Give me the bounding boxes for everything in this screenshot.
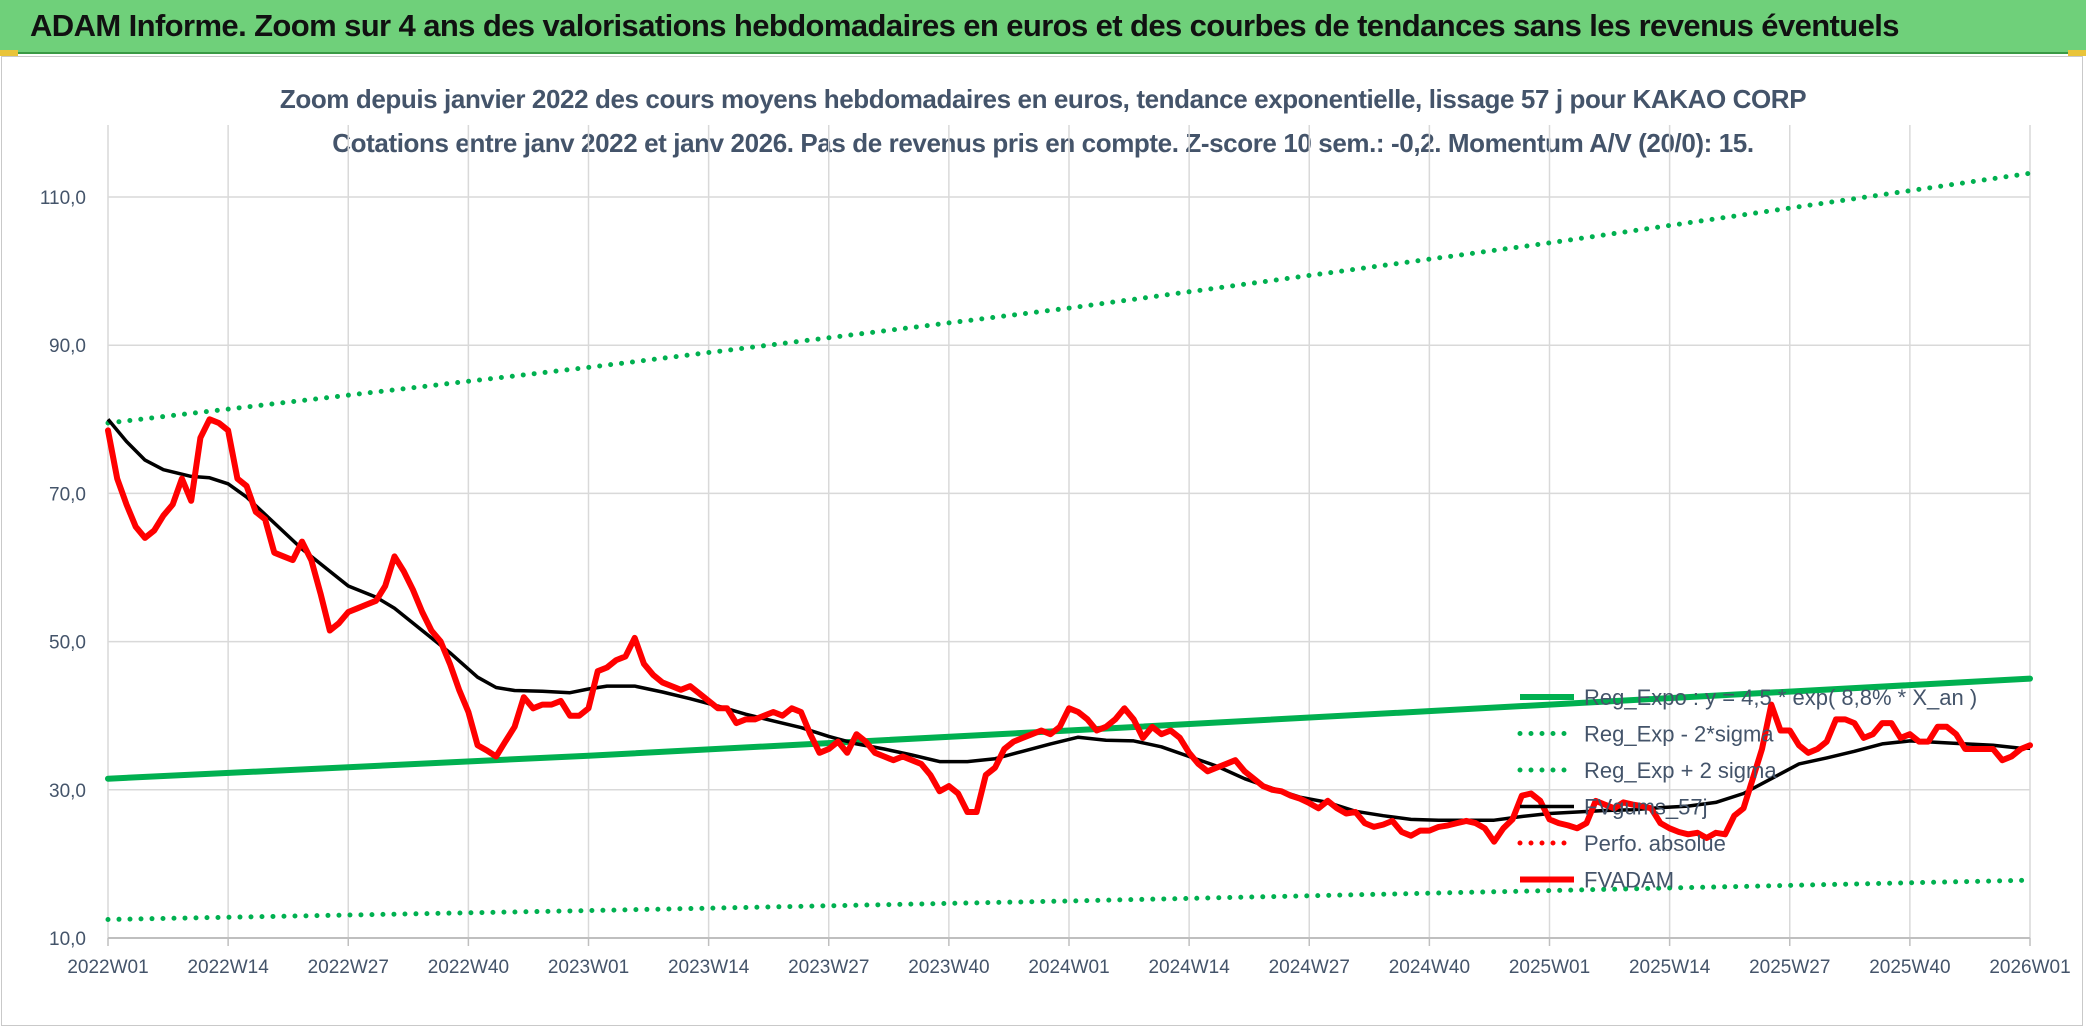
y-tick-label: 110,0 [40,188,86,209]
y-tick-label: 30,0 [49,781,86,802]
x-tick-label: 2023W27 [788,957,869,978]
plot-area [105,170,2033,922]
legend-label-5: FVADAM [1584,868,1674,893]
banner-accent-right [2068,50,2086,56]
x-tick-label: 2024W27 [1269,957,1350,978]
y-tick-label: 10,0 [49,929,86,950]
grid [107,125,2031,946]
report-title: ADAM Informe. Zoom sur 4 ans des valoris… [30,8,1900,43]
x-tick-label: 2024W40 [1389,957,1470,978]
legend: Reg_Expo : y = 4,5 * exp( 8,8% * X_an ) R… [1517,685,1977,893]
x-tick-label: 2022W27 [308,957,389,978]
x-tick-label: 2025W14 [1629,957,1711,978]
series-line-2 [105,170,2033,426]
chart-frame [1,56,2083,1026]
chart-title-line2: Cotations entre janv 2022 et janv 2026. … [332,128,1753,158]
y-tick-label: 90,0 [49,336,86,357]
series-line-0 [105,675,2033,782]
x-axis: 2022W01 2022W14 2022W27 2022W40 2023W01 2023W… [67,957,2070,978]
legend-label-2: Reg_Exp + 2 sigma [1584,758,1777,783]
y-tick-label: 50,0 [49,633,86,654]
x-tick-label: 2025W40 [1869,957,1950,978]
banner-accent-left [0,50,18,56]
legend-label-1: Reg_Exp - 2*sigma [1584,722,1774,747]
x-tick-label: 2022W14 [187,957,269,978]
x-tick-label: 2025W27 [1749,957,1830,978]
series-line-3 [106,418,2030,822]
x-tick-label: 2024W01 [1028,957,1109,978]
legend-label-4: Perfo. absolue [1584,831,1726,856]
x-tick-label: 2023W14 [668,957,750,978]
legend-label-0: Reg_Expo : y = 4,5 * exp( 8,8% * X_an ) [1584,685,1977,710]
x-tick-label: 2023W01 [548,957,629,978]
y-axis: 10,0 30,0 50,0 70,0 90,0 110,0 [40,188,86,950]
x-tick-label: 2025W01 [1509,957,1590,978]
report-banner: ADAM Informe. Zoom sur 4 ans des valoris… [0,0,2086,54]
x-tick-label: 2023W40 [908,957,989,978]
x-tick-label: 2022W01 [67,957,148,978]
chart-title-line1: Zoom depuis janvier 2022 des cours moyen… [280,84,1806,114]
series-line-1 [105,877,2033,922]
series-line-5 [105,416,2033,845]
legend-label-3: FVgums_57j [1584,795,1708,820]
x-tick-label: 2024W14 [1148,957,1230,978]
x-tick-label: 2026W01 [1989,957,2070,978]
x-tick-label: 2022W40 [428,957,509,978]
y-tick-label: 70,0 [49,484,86,505]
